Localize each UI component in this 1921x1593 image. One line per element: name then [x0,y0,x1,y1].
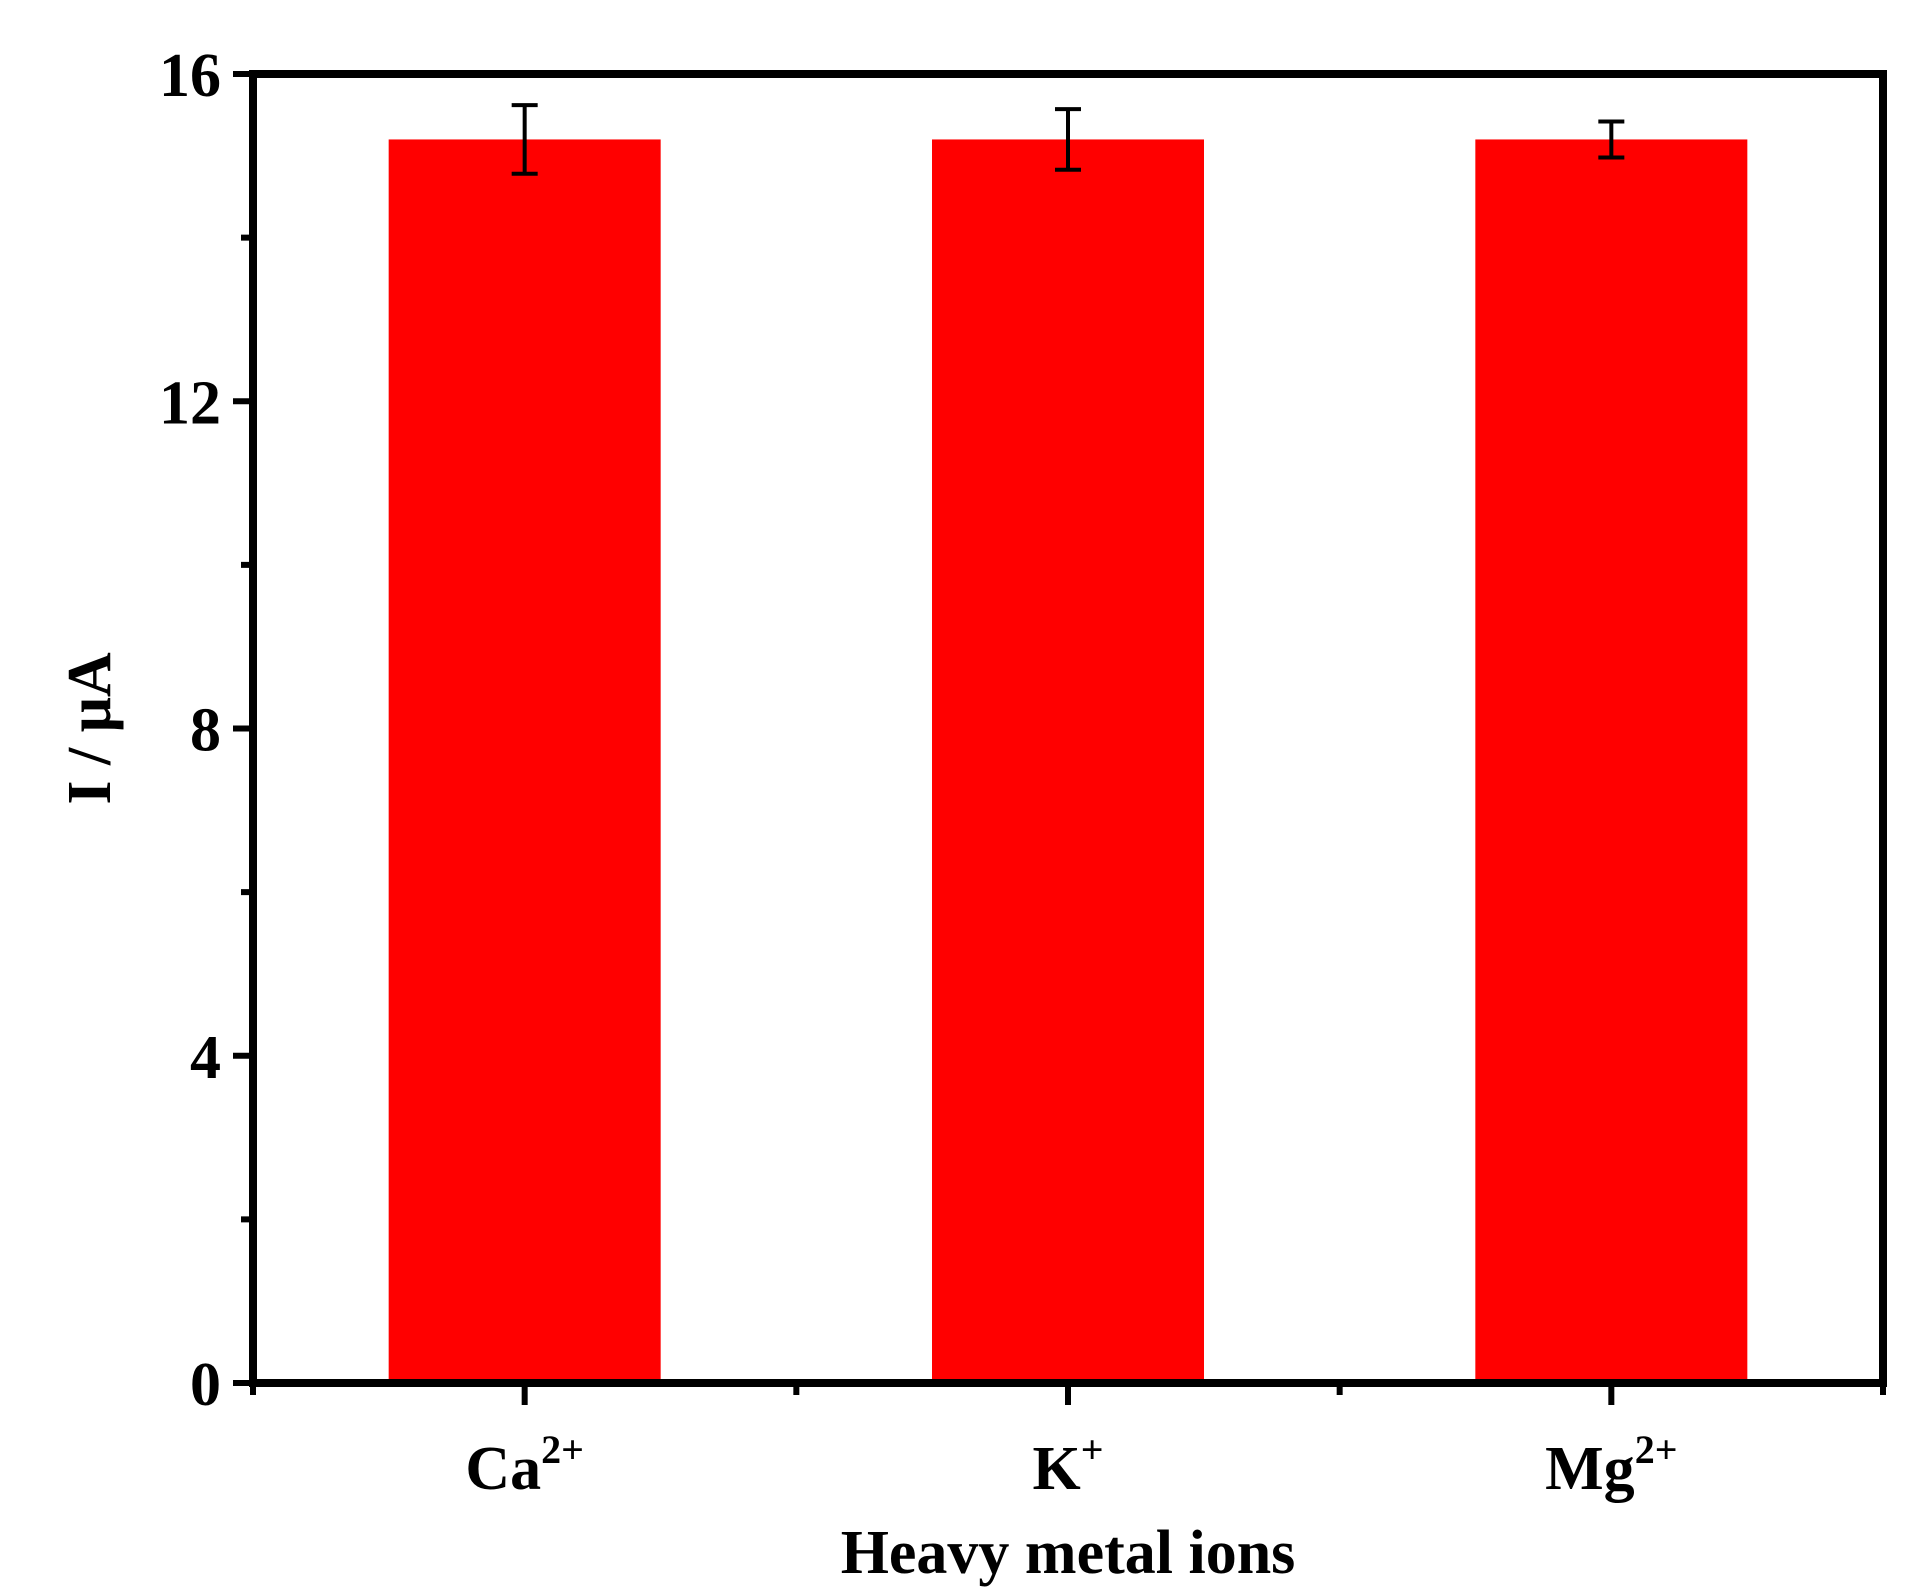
y-tick-label: 0 [190,1351,221,1419]
x-tick-label: Mg2+ [1545,1427,1677,1503]
error-bars-group [511,103,1625,176]
y-axis: 0 4 8 12 16 [159,42,253,1419]
x-tick-label: Ca2+ [465,1427,584,1503]
y-tick-label: 8 [190,697,221,765]
x-axis-label: Heavy metal ions [841,1519,1296,1587]
y-tick-label: 4 [190,1024,221,1092]
y-axis-label: I / μA [56,652,124,805]
error-bar-2 [1055,107,1081,172]
x-tick-label-superscript: 2+ [1635,1427,1678,1472]
x-tick-label-base: Mg [1545,1435,1635,1503]
bar-2 [932,139,1204,1384]
bars-group [388,139,1748,1384]
y-tick-label: 12 [159,369,221,437]
bar-3 [1475,139,1748,1384]
x-tick-label: K+ [1032,1427,1103,1503]
error-bar-3 [1598,119,1625,160]
x-tick-label-superscript: 2+ [541,1427,584,1472]
x-tick-label-base: Ca [465,1435,541,1503]
x-axis: Ca2+ K+ Mg2+ [250,1383,1886,1503]
error-bar-1 [511,103,538,176]
x-tick-label-superscript: + [1081,1427,1104,1472]
bar-1 [388,139,661,1384]
x-tick-label-base: K [1032,1435,1080,1503]
y-tick-label: 16 [159,42,221,110]
